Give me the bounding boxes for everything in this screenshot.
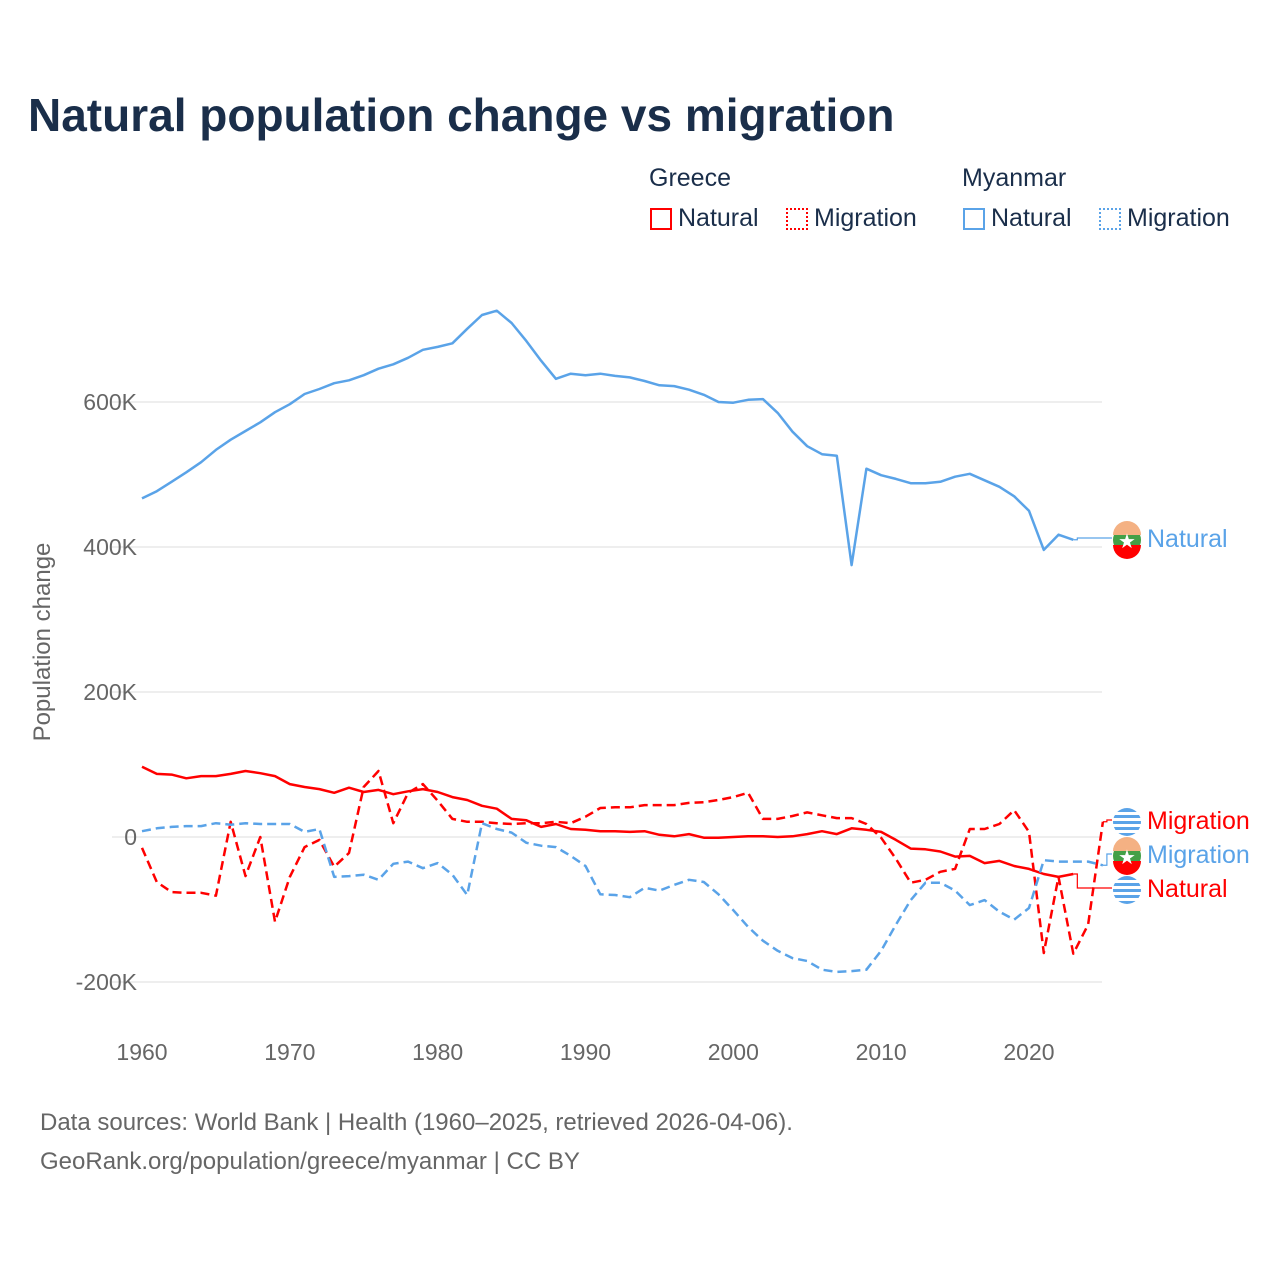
- legend-group-myanmar: Myanmar: [962, 164, 1067, 192]
- legend-myanmar-natural[interactable]: Natural: [963, 204, 1072, 233]
- label-connector: [1102, 819, 1112, 823]
- chart-title: Natural population change vs migration: [28, 89, 895, 141]
- y-tick-label: -200K: [76, 969, 138, 995]
- footer-attribution: GeoRank.org/population/greece/myanmar | …: [40, 1148, 580, 1175]
- myanmar-flag-icon: ★: [1113, 521, 1141, 559]
- x-tick-label: 2000: [708, 1039, 759, 1065]
- flag-stripe: [1113, 880, 1141, 883]
- flag-stripe: [1113, 892, 1141, 895]
- y-tick-label: 0: [124, 824, 137, 850]
- end-label: Migration: [1147, 807, 1250, 835]
- label-connector: [1073, 537, 1112, 541]
- y-tick-label: 200K: [83, 679, 137, 705]
- flag-band: [1113, 861, 1141, 875]
- flag-stripe: [1113, 824, 1141, 827]
- legend-label: Migration: [1127, 204, 1230, 232]
- greece-flag-icon: [1113, 876, 1141, 904]
- star-icon: ★: [1118, 531, 1136, 553]
- legend-swatch-dotted: [1099, 207, 1121, 230]
- legend-greece-migration[interactable]: Migration: [786, 204, 917, 233]
- x-tick-label: 2010: [856, 1039, 907, 1065]
- series-line-myanmar-migration: [141, 821, 1104, 974]
- footer-sources: Data sources: World Bank | Health (1960–…: [40, 1109, 793, 1136]
- end-label: Natural: [1147, 875, 1228, 903]
- flag-stripe: [1113, 818, 1141, 821]
- flag-stripe: [1113, 898, 1141, 901]
- flag-stripe: [1113, 830, 1141, 833]
- x-tick-label: 1980: [412, 1039, 463, 1065]
- myanmar-flag-icon: ★: [1113, 837, 1141, 875]
- series-line-greece-natural: [141, 765, 1074, 879]
- legend-group-greece: Greece: [649, 164, 731, 192]
- greece-flag-icon: [1113, 808, 1141, 836]
- legend-label: Natural: [678, 204, 759, 232]
- x-tick-label: 2020: [1003, 1039, 1054, 1065]
- label-connector: [1073, 873, 1112, 889]
- y-tick-label: 400K: [83, 534, 137, 560]
- x-tick-label: 1960: [116, 1039, 167, 1065]
- flag-band: [1113, 837, 1141, 851]
- legend-swatch-solid: [963, 207, 985, 230]
- flag-stripe: [1113, 886, 1141, 889]
- legend-greece-natural[interactable]: Natural: [650, 204, 759, 233]
- end-label: Natural: [1147, 525, 1228, 553]
- series-line-myanmar-natural: [141, 309, 1074, 567]
- flag-stripe: [1113, 812, 1141, 815]
- legend-swatch-solid: [650, 207, 672, 230]
- end-label: Migration: [1147, 841, 1250, 869]
- y-tick-label: 600K: [83, 389, 137, 415]
- legend-label: Migration: [814, 204, 917, 232]
- legend-label: Natural: [991, 204, 1072, 232]
- flag-band: [1113, 545, 1141, 559]
- legend-myanmar-migration[interactable]: Migration: [1099, 204, 1230, 233]
- x-tick-label: 1970: [264, 1039, 315, 1065]
- star-icon: ★: [1118, 847, 1136, 869]
- label-connector: [1102, 853, 1112, 866]
- x-tick-label: 1990: [560, 1039, 611, 1065]
- legend-swatch-dotted: [786, 207, 808, 230]
- series-line-greece-migration: [140, 769, 1105, 955]
- flag-band: [1113, 521, 1141, 535]
- y-axis-title: Population change: [29, 543, 56, 742]
